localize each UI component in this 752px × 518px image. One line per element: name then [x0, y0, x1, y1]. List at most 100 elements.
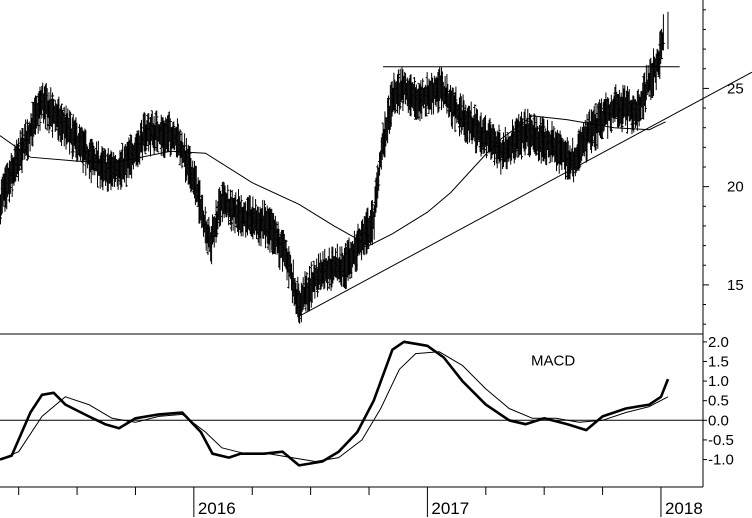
price-bar	[281, 230, 285, 262]
price-bar	[45, 88, 49, 131]
macd-panel: MACD	[0, 340, 703, 467]
price-bar	[502, 132, 506, 168]
price-bar	[16, 138, 20, 182]
price-bar	[457, 97, 461, 137]
price-bar	[643, 83, 647, 113]
price-bar	[334, 248, 338, 278]
price-bar	[459, 96, 463, 135]
price-bar	[362, 216, 366, 256]
price-bar	[561, 139, 565, 163]
price-bar	[81, 130, 85, 173]
trendline	[298, 71, 752, 317]
price-bar	[520, 118, 524, 144]
price-bar	[313, 265, 317, 299]
price-bar	[29, 113, 33, 137]
price-bar	[229, 196, 233, 232]
price-bar	[153, 124, 157, 151]
price-bar	[38, 86, 42, 131]
price-bar	[424, 86, 428, 117]
price-bar	[8, 161, 12, 194]
price-bar	[254, 199, 258, 231]
price-bar	[227, 198, 231, 226]
price-bar	[168, 118, 172, 157]
price-bar	[498, 132, 502, 162]
price-bar	[454, 86, 458, 119]
price-bar	[239, 195, 243, 237]
price-bar	[614, 84, 618, 119]
price-bar	[287, 246, 291, 289]
year-tick-label: 2016	[198, 499, 236, 518]
ohlc-bars	[0, 11, 669, 324]
price-bar	[572, 151, 576, 183]
price-bar	[493, 128, 497, 166]
price-panel	[0, 11, 752, 324]
price-bar	[223, 185, 227, 213]
price-bar	[146, 113, 150, 142]
price-bar	[156, 121, 160, 153]
moving-average-line	[0, 115, 666, 247]
price-bar	[399, 80, 403, 103]
price-bar	[488, 118, 492, 152]
signal-line	[0, 351, 669, 462]
macd-tick-label: 1.0	[708, 373, 729, 390]
price-bar	[583, 119, 587, 152]
price-bar	[172, 121, 176, 150]
price-bar	[180, 132, 184, 169]
price-bar	[60, 109, 64, 140]
price-bar	[316, 253, 320, 290]
price-bar	[661, 14, 665, 51]
price-bar	[24, 119, 28, 153]
price-bar	[215, 211, 219, 238]
price-bar	[104, 149, 108, 186]
price-bar	[396, 69, 400, 107]
price-bar	[277, 228, 281, 268]
price-bar	[573, 147, 577, 177]
macd-label: MACD	[531, 352, 575, 369]
price-bar	[10, 155, 14, 197]
price-bar	[323, 248, 327, 289]
price-bar	[263, 200, 267, 236]
price-bar	[473, 104, 477, 142]
price-bar	[394, 82, 398, 113]
price-bar	[49, 87, 53, 127]
price-bar	[284, 239, 288, 270]
price-bar	[71, 113, 75, 157]
price-bar	[365, 208, 369, 254]
price-bar	[36, 93, 40, 134]
price-bar	[497, 124, 501, 164]
price-tick-label: 25	[727, 80, 744, 97]
price-bar	[398, 68, 402, 110]
price-bar	[226, 184, 230, 214]
price-bar	[256, 206, 260, 243]
price-bar	[192, 160, 196, 199]
price-bar	[144, 124, 148, 152]
macd-tick-label: 2.0	[708, 334, 729, 351]
price-bar	[416, 88, 420, 120]
price-bar	[54, 103, 58, 131]
price-bar	[345, 240, 349, 277]
price-bar	[480, 126, 484, 155]
price-bar	[528, 114, 532, 156]
price-bar	[413, 77, 417, 118]
price-bar	[188, 146, 192, 189]
price-bar	[421, 78, 425, 107]
price-bar	[590, 111, 594, 147]
macd-tick-label: 0.0	[708, 412, 729, 429]
price-bar	[348, 248, 352, 280]
price-tick-label: 15	[727, 277, 744, 294]
price-bar	[124, 146, 128, 187]
price-bar	[536, 126, 540, 152]
price-bar	[51, 92, 55, 138]
year-tick-label: 2018	[665, 499, 703, 518]
price-bar	[370, 199, 374, 246]
price-bar	[315, 258, 319, 291]
price-bar	[305, 272, 309, 305]
price-tick-label: 20	[727, 179, 744, 196]
price-bar	[639, 91, 643, 121]
price-bar	[116, 159, 120, 190]
price-bar	[143, 113, 147, 155]
price-bar	[292, 277, 296, 307]
price-bar	[155, 110, 159, 152]
